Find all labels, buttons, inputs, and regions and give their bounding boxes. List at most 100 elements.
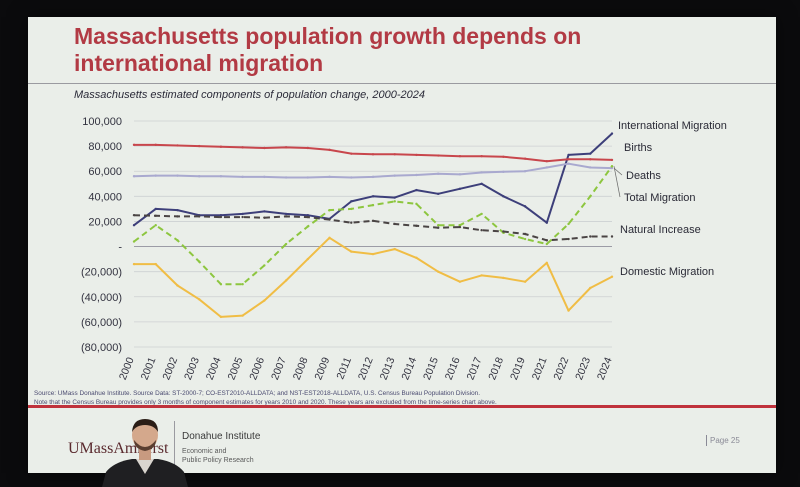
data-point-natural-increase — [523, 232, 527, 236]
data-point-natural-increase — [502, 230, 505, 233]
institute-name: Donahue Institute — [182, 431, 261, 442]
data-point-deaths — [393, 174, 396, 177]
data-point-births — [523, 157, 527, 160]
x-tick-label: 2002 — [160, 355, 180, 381]
data-point-total-migration — [241, 283, 244, 286]
data-point-total-migration — [436, 224, 440, 227]
x-axis-labels: 2000 2001 2002 2003 2004 2005 2006 2007 2008 2009… — [117, 355, 615, 381]
y-tick-label: 60,000 — [88, 166, 122, 178]
data-point-deaths — [610, 166, 614, 170]
data-point-domestic-migration — [589, 286, 592, 290]
slide: Massachusetts population growth depends … — [28, 17, 776, 473]
data-point-deaths — [545, 166, 549, 169]
source-line-1: Source: UMass Donahue Institute. Source … — [34, 390, 481, 397]
y-tick-label: 40,000 — [88, 191, 122, 203]
data-point-births — [589, 158, 592, 161]
data-point-total-migration — [523, 237, 527, 241]
data-point-total-migration — [610, 165, 614, 168]
series-labels: International Migration Births Deaths Total… — [613, 120, 727, 278]
data-point-international-migration — [415, 188, 418, 192]
data-point-international-migration — [436, 192, 440, 196]
data-point-domestic-migration — [610, 275, 614, 278]
data-point-domestic-migration — [328, 236, 331, 239]
x-tick-label: 2021 — [530, 355, 550, 381]
series-line-deaths — [133, 162, 613, 179]
x-tick-label: 2015 — [421, 355, 441, 381]
data-point-international-migration — [480, 182, 483, 185]
y-tick-label: 20,000 — [88, 216, 122, 228]
data-point-deaths — [284, 176, 288, 179]
x-tick-label: 2012 — [356, 355, 376, 381]
series-label-natural-increase: Natural Increase — [620, 224, 701, 236]
x-tick-label: 2001 — [139, 355, 159, 381]
data-point-domestic-migration — [523, 280, 527, 283]
series-label-births: Births — [624, 142, 653, 154]
data-point-deaths — [415, 173, 418, 177]
data-point-international-migration — [567, 153, 570, 157]
data-point-births — [567, 158, 570, 161]
data-point-deaths — [458, 173, 462, 176]
data-point-domestic-migration — [371, 252, 375, 256]
data-point-births — [350, 152, 353, 155]
data-point-deaths — [589, 166, 592, 169]
data-point-international-migration — [523, 205, 527, 208]
data-point-deaths — [132, 175, 136, 178]
data-point-births — [545, 159, 549, 163]
series-line-births — [134, 143, 613, 163]
data-point-domestic-migration — [306, 257, 310, 261]
x-tick-label: 2023 — [573, 355, 593, 381]
x-tick-label: 2003 — [182, 355, 202, 381]
data-point-total-migration — [567, 222, 570, 226]
x-tick-label: 2011 — [334, 355, 354, 381]
data-point-deaths — [436, 172, 440, 175]
page-number: Page 25 — [710, 436, 740, 445]
y-tick-label: (20,000) — [81, 267, 122, 279]
data-point-natural-increase — [567, 237, 570, 241]
data-point-domestic-migration — [219, 315, 223, 319]
presenter-photo — [102, 419, 188, 487]
data-point-natural-increase — [393, 222, 396, 226]
data-point-natural-increase — [306, 215, 310, 219]
title-divider — [28, 83, 776, 84]
data-point-births — [436, 154, 440, 157]
data-point-domestic-migration — [393, 247, 396, 251]
data-point-natural-increase — [415, 224, 418, 228]
data-point-births — [371, 153, 375, 156]
data-point-deaths — [328, 175, 331, 179]
series-line-total-migration — [133, 165, 613, 286]
data-point-deaths — [306, 176, 310, 179]
data-point-international-migration — [306, 213, 310, 217]
data-point-international-migration — [132, 224, 136, 227]
data-point-international-migration — [371, 195, 375, 198]
data-point-international-migration — [176, 208, 179, 212]
data-point-domestic-migration — [176, 284, 179, 287]
data-point-births — [132, 143, 136, 147]
data-point-births — [176, 144, 179, 147]
data-point-births — [480, 154, 483, 158]
data-point-natural-increase — [132, 213, 136, 217]
x-tick-label: 2004 — [204, 355, 224, 381]
data-point-deaths — [154, 174, 157, 177]
series-line-domestic-migration — [134, 236, 613, 318]
data-point-natural-increase — [610, 235, 614, 238]
data-point-total-migration — [350, 207, 353, 211]
x-tick-label: 2019 — [508, 355, 528, 381]
x-tick-label: 2024 — [595, 355, 615, 381]
data-point-births — [415, 153, 418, 157]
data-point-domestic-migration — [458, 280, 462, 283]
data-point-total-migration — [197, 260, 201, 263]
data-point-deaths — [502, 170, 505, 174]
data-point-deaths — [263, 175, 266, 179]
x-tick-label: 2016 — [443, 355, 463, 381]
data-point-deaths — [219, 175, 223, 178]
series-label-total-migration: Total Migration — [624, 192, 696, 204]
source-note: Source: UMass Donahue Institute. Source … — [34, 389, 764, 407]
data-point-international-migration — [589, 152, 592, 155]
data-point-international-migration — [350, 200, 353, 203]
data-point-domestic-migration — [480, 274, 483, 277]
x-tick-label: 2018 — [486, 355, 506, 381]
data-point-births — [502, 155, 505, 158]
slide-title: Massachusetts population growth depends … — [74, 23, 582, 76]
data-point-births — [306, 146, 310, 150]
data-point-total-migration — [589, 195, 592, 198]
